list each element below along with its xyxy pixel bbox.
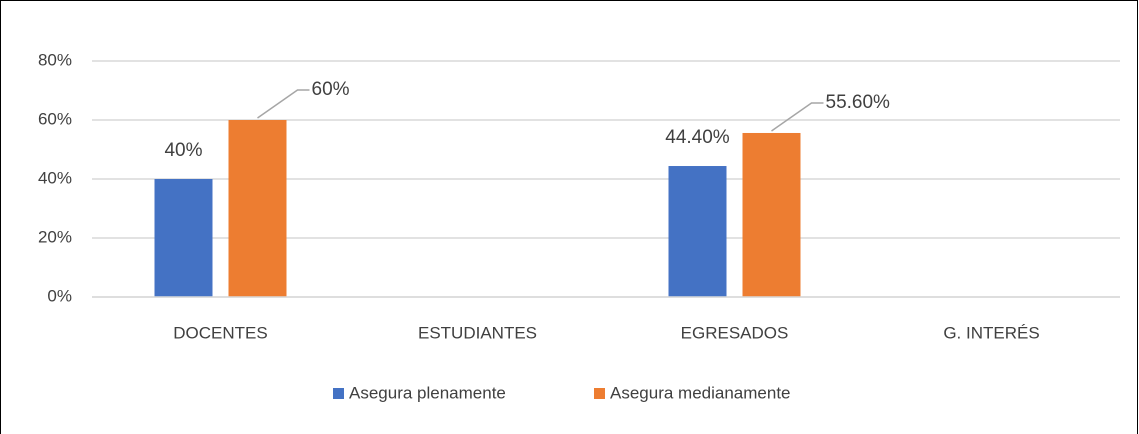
- x-tick-label: DOCENTES: [173, 323, 267, 342]
- x-tick-label: G. INTERÉS: [943, 323, 1039, 342]
- y-tick-label: 40%: [38, 168, 72, 187]
- data-label: 55.60%: [826, 92, 891, 113]
- data-label: 60%: [312, 79, 350, 100]
- x-tick-label: EGRESADOS: [681, 323, 789, 342]
- y-tick-label: 80%: [38, 50, 72, 69]
- bar: [154, 179, 213, 297]
- data-label: 44.40%: [665, 127, 730, 148]
- leader-line: [257, 89, 310, 119]
- y-tick-label: 0%: [47, 286, 72, 305]
- y-tick-label: 60%: [38, 109, 72, 128]
- legend-label: Asegura plenamente: [349, 383, 506, 402]
- bar: [742, 132, 801, 297]
- bar: [228, 120, 287, 297]
- legend-swatch: [333, 388, 344, 399]
- y-tick-label: 20%: [38, 227, 72, 246]
- data-label: 40%: [164, 140, 202, 161]
- x-tick-label: ESTUDIANTES: [418, 323, 537, 342]
- leader-line: [771, 102, 824, 132]
- legend-swatch: [594, 388, 605, 399]
- legend-label: Asegura medianamente: [610, 383, 791, 402]
- bar: [668, 166, 727, 297]
